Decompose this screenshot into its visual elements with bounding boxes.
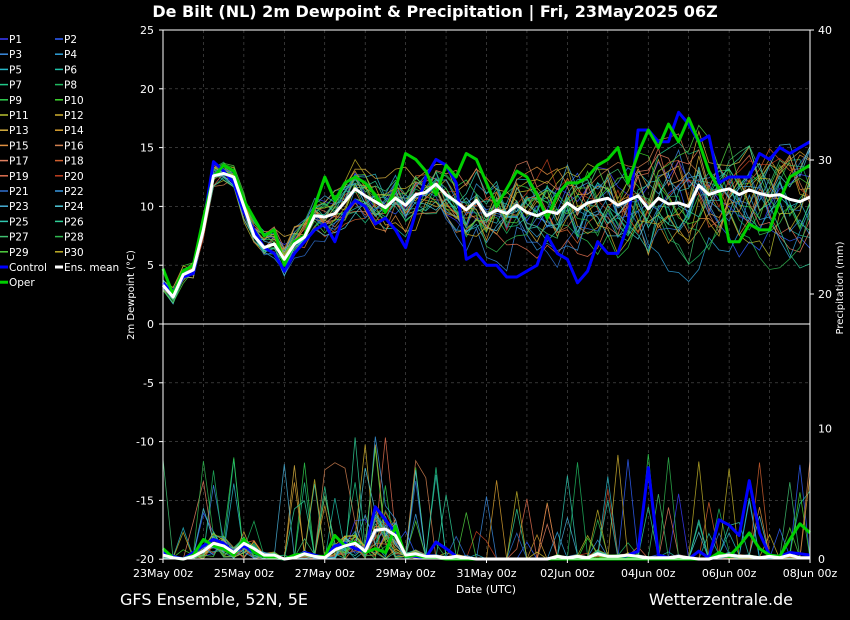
- y-left-tick-label: -20: [136, 553, 154, 566]
- legend-label: P22: [64, 186, 84, 198]
- member-dewpoint-line: [162, 168, 811, 301]
- y-left-tick-label: 15: [140, 142, 154, 155]
- chart-title: De Bilt (NL) 2m Dewpoint & Precipitation…: [152, 2, 717, 22]
- y-right-tick-label: 10: [818, 422, 832, 435]
- legend-label: P21: [9, 186, 29, 198]
- legend-label: P29: [9, 247, 29, 259]
- x-tick-label: 31May 00z: [456, 567, 516, 580]
- x-tick-label: 25May 00z: [214, 567, 274, 580]
- oper-dewpoint-line: [161, 116, 811, 297]
- member-dewpoint-line: [162, 143, 811, 294]
- legend-label: P12: [64, 110, 84, 122]
- legend-label: P6: [64, 64, 77, 76]
- y-right-tick-label: 20: [818, 288, 832, 301]
- member-dewpoint-line: [162, 166, 811, 302]
- legend-label: P23: [9, 201, 29, 213]
- member-dewpoint-line: [162, 168, 811, 297]
- y-left-tick-label: 20: [140, 83, 154, 96]
- legend-label: P27: [9, 232, 29, 244]
- y-axis-label-left: 2m Dewpoint (°C): [126, 250, 137, 340]
- legend-label: P9: [9, 95, 22, 107]
- x-tick-label: 06Jun 00z: [702, 567, 757, 580]
- member-dewpoint-line: [162, 146, 811, 298]
- footer-source: Wetterzentrale.de: [649, 590, 793, 609]
- legend-label: P26: [64, 216, 84, 228]
- legend-label: P20: [64, 171, 84, 183]
- legend-label: P8: [64, 80, 77, 92]
- x-tick-label: 27May 00z: [295, 567, 355, 580]
- x-tick-label: 08Jun 00z: [783, 567, 838, 580]
- member-dewpoint-line: [162, 151, 811, 289]
- member-dewpoint-line: [162, 145, 811, 300]
- x-tick-label: 02Jun 00z: [540, 567, 595, 580]
- member-dewpoint-line: [162, 149, 811, 297]
- legend-label: P2: [64, 34, 77, 46]
- legend-label: P4: [64, 49, 77, 61]
- member-dewpoint-line: [162, 124, 811, 304]
- y-left-tick-label: 5: [147, 259, 154, 272]
- legend-label: P1: [9, 34, 22, 46]
- legend-label: P30: [64, 247, 84, 259]
- legend-label: P14: [64, 125, 84, 137]
- x-tick-label: 04Jun 00z: [621, 567, 676, 580]
- footer-model-info: GFS Ensemble, 52N, 5E: [120, 590, 308, 609]
- ens-mean-dewpoint-line: [161, 172, 811, 299]
- legend-label: P19: [9, 171, 29, 183]
- legend: P1 P2 P3 P4 P5 P6 P7 P8 P9 P10 P11 P12 P13 P14 P15 P16 P…: [0, 34, 119, 289]
- legend-label: P10: [64, 95, 84, 107]
- y-left-tick-label: -10: [136, 436, 154, 449]
- y-left-tick-label: 0: [147, 318, 154, 331]
- legend-label: P24: [64, 201, 84, 213]
- legend-label: P11: [9, 110, 29, 122]
- x-tick-label: 29May 00z: [376, 567, 436, 580]
- y-left-tick-label: 10: [140, 200, 154, 213]
- x-tick-label: 23May 00z: [133, 567, 193, 580]
- member-dewpoint-line: [162, 158, 811, 292]
- y-axis-label-right: Precipitation (mm): [835, 241, 846, 334]
- y-left-tick-label: -15: [136, 494, 154, 507]
- legend-label: P7: [9, 80, 22, 92]
- y-right-tick-label: 0: [818, 553, 825, 566]
- legend-label: Ens. mean: [64, 262, 119, 274]
- y-right-tick-label: 40: [818, 24, 832, 37]
- control-dewpoint-line: [161, 110, 811, 297]
- legend-label: P15: [9, 140, 29, 152]
- legend-label: P13: [9, 125, 29, 137]
- legend-label: P17: [9, 156, 29, 168]
- y-left-tick-label: 25: [140, 24, 154, 37]
- y-left-tick-label: -5: [143, 377, 154, 390]
- x-axis-label: Date (UTC): [456, 583, 516, 596]
- legend-label: P18: [64, 156, 84, 168]
- legend-label: P3: [9, 49, 22, 61]
- legend-label: P25: [9, 216, 29, 228]
- legend-label: P5: [9, 64, 22, 76]
- legend-label: P16: [64, 140, 84, 152]
- legend-label: P28: [64, 232, 84, 244]
- y-right-tick-label: 30: [818, 154, 832, 167]
- tick-labels: 25 20 15 10 5 0 -5 -10 -15 -20 40 30 20 10 0 23May 00z 2…: [133, 24, 837, 580]
- legend-label: Control: [9, 262, 47, 274]
- legend-label: Oper: [9, 277, 35, 289]
